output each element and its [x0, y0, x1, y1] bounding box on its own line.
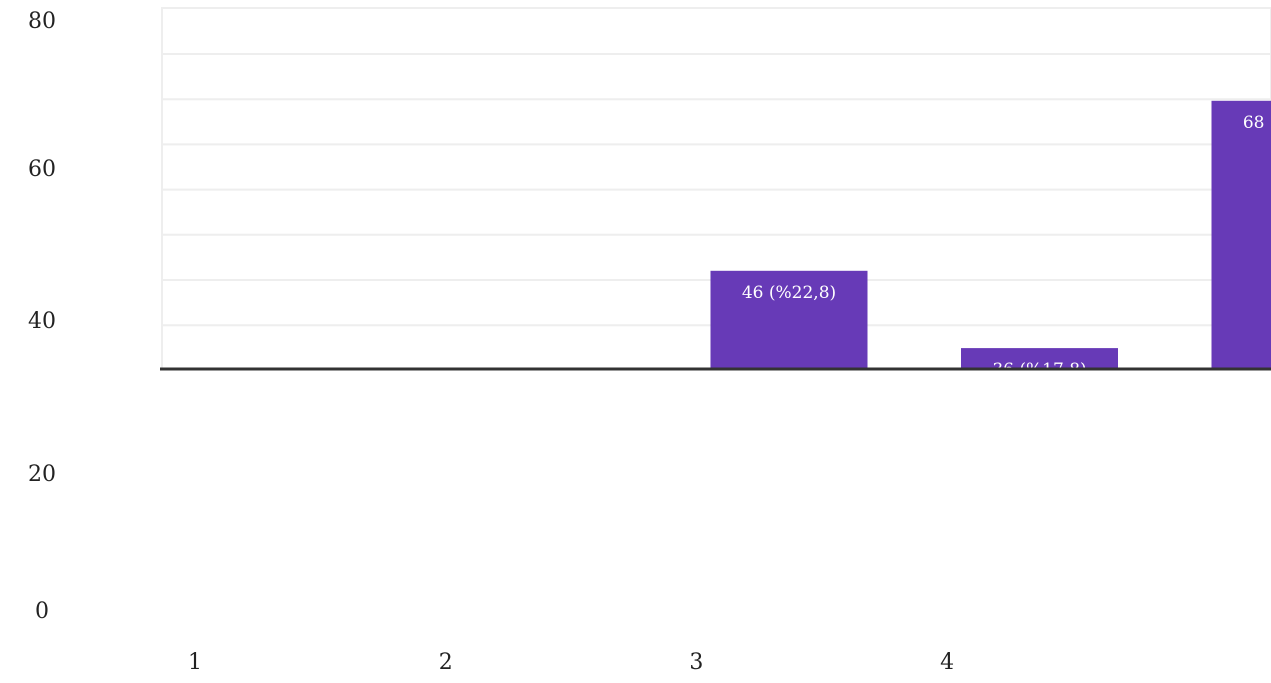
- x-axis-ticks: 1 2 3 4: [188, 650, 954, 675]
- x-tick-label: 3: [689, 650, 703, 675]
- bar: [961, 348, 1118, 369]
- bar: [710, 270, 868, 369]
- y-tick-label: 60: [28, 157, 56, 182]
- data-label: 68 (%33,7): [1243, 113, 1271, 133]
- y-tick-label: 80: [28, 9, 56, 34]
- data-label: 25 (%12,4): [241, 445, 335, 465]
- x-tick-label: 4: [940, 650, 954, 675]
- data-label: 27 (%13,4): [491, 430, 585, 450]
- y-tick-label: 20: [28, 462, 56, 487]
- data-labels: 25 (%12,4)27 (%13,4)46 (%22,8)36 (%17,8)…: [241, 113, 1271, 465]
- bars: [710, 100, 1271, 370]
- y-tick-label: 0: [35, 599, 49, 624]
- gridlines: [162, 53, 1271, 327]
- x-tick-label: 2: [439, 650, 453, 675]
- y-axis-ticks: 0 20 40 60 80: [28, 9, 56, 624]
- x-tick-label: 1: [188, 650, 202, 675]
- data-label: 46 (%22,8): [742, 283, 836, 303]
- bar: [1211, 100, 1271, 370]
- y-tick-label: 40: [28, 309, 56, 334]
